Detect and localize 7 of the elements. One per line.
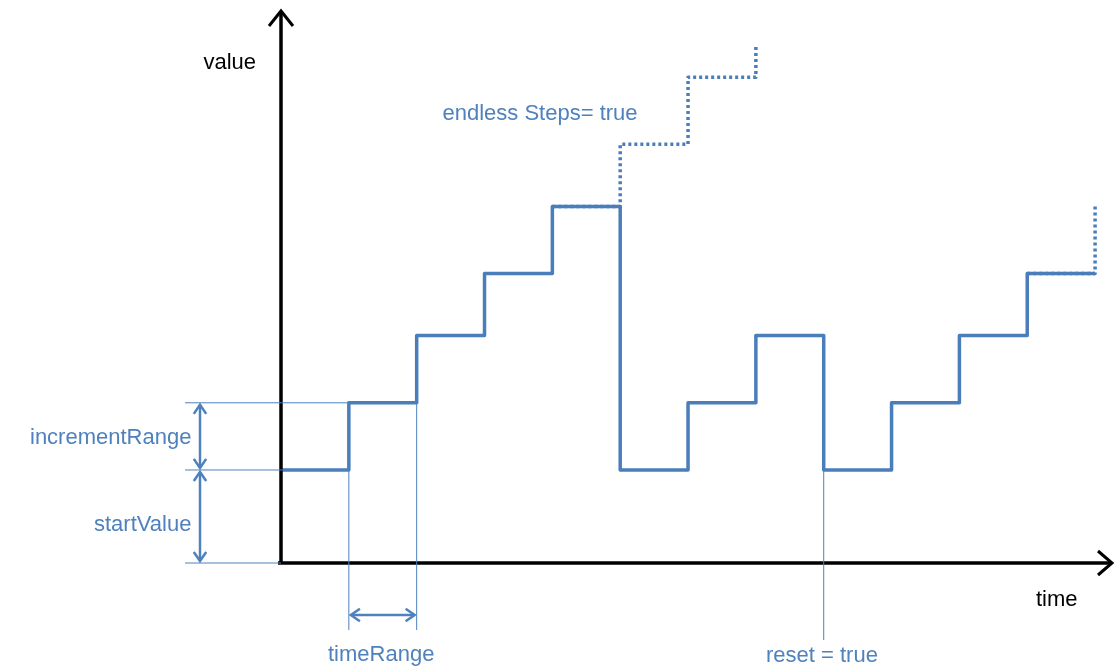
text: startValue (94, 511, 192, 536)
text: reset = true (766, 642, 878, 666)
x-axis-title: time (1036, 586, 1078, 611)
y-axis-title: value (203, 49, 257, 74)
text: timeRange (328, 641, 435, 666)
annotation: endless Steps= true (442, 100, 638, 125)
text: incrementRange (30, 424, 192, 449)
